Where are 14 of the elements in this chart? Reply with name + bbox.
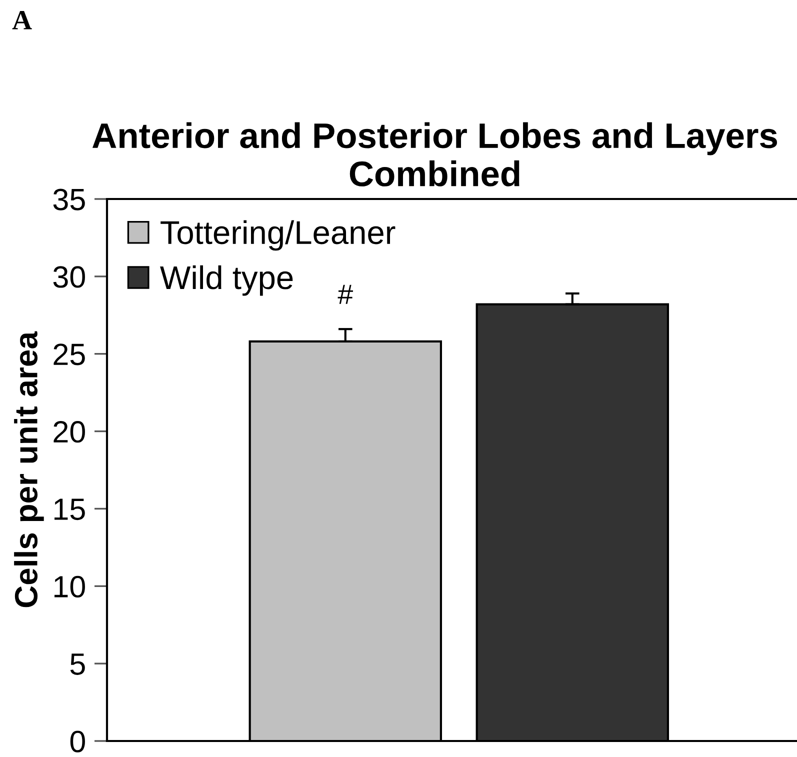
y-tick-label: 15 (54, 498, 85, 520)
y-tick-label: 10 (54, 576, 85, 598)
y-tick-label: 35 (53, 188, 85, 210)
y-tick-label: 30 (53, 266, 85, 288)
annotation: # (338, 284, 353, 304)
y-tick-label: 0 (70, 730, 85, 752)
y-tick-label: 25 (54, 344, 85, 366)
y-tick-label: 5 (70, 654, 85, 675)
y-axis-title: Cells per unit area (14, 331, 44, 608)
legend-label: Tottering/Leaner (160, 220, 396, 251)
y-tick-label: 20 (54, 421, 85, 443)
text: A (12, 10, 32, 30)
legend-label: Wild type (160, 265, 293, 296)
chart-title: Anterior and Posterior Lobes and Layers Combined (92, 122, 777, 186)
